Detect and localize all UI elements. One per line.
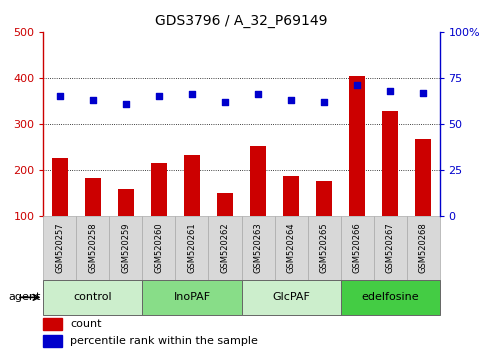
Bar xyxy=(274,216,308,280)
Text: percentile rank within the sample: percentile rank within the sample xyxy=(71,336,258,346)
Bar xyxy=(85,178,101,216)
Text: GSM520264: GSM520264 xyxy=(286,222,296,273)
Bar xyxy=(382,112,398,216)
Point xyxy=(221,99,229,105)
Bar xyxy=(316,181,332,216)
Text: GSM520258: GSM520258 xyxy=(88,222,98,273)
Bar xyxy=(242,216,274,280)
Text: GSM520260: GSM520260 xyxy=(155,222,163,273)
Bar xyxy=(142,280,242,315)
Bar xyxy=(43,216,76,280)
Bar xyxy=(142,216,175,280)
Bar xyxy=(76,216,110,280)
Bar xyxy=(283,176,299,216)
Text: InoPAF: InoPAF xyxy=(173,292,211,302)
Bar xyxy=(242,280,341,315)
Point xyxy=(89,97,97,103)
Bar xyxy=(407,216,440,280)
Text: count: count xyxy=(71,319,102,329)
Text: GSM520257: GSM520257 xyxy=(56,222,64,273)
Text: GSM520265: GSM520265 xyxy=(320,222,328,273)
Bar xyxy=(308,216,341,280)
Title: GDS3796 / A_32_P69149: GDS3796 / A_32_P69149 xyxy=(155,14,328,28)
Point xyxy=(353,82,361,88)
Bar xyxy=(118,189,134,216)
Bar xyxy=(151,163,167,216)
Point xyxy=(287,97,295,103)
Text: GSM520266: GSM520266 xyxy=(353,222,361,273)
Text: GlcPAF: GlcPAF xyxy=(272,292,310,302)
Bar xyxy=(341,216,373,280)
Bar xyxy=(209,216,242,280)
Bar xyxy=(373,216,407,280)
Bar xyxy=(43,335,62,347)
Bar xyxy=(43,318,62,330)
Point xyxy=(386,88,394,93)
Point xyxy=(122,101,130,107)
Bar xyxy=(217,193,233,216)
Bar xyxy=(415,139,431,216)
Bar xyxy=(250,146,266,216)
Bar xyxy=(43,280,142,315)
Text: GSM520263: GSM520263 xyxy=(254,222,262,273)
Point xyxy=(155,93,163,99)
Text: GSM520268: GSM520268 xyxy=(419,222,427,273)
Bar xyxy=(52,159,68,216)
Bar xyxy=(341,280,440,315)
Text: GSM520259: GSM520259 xyxy=(122,223,130,273)
Point xyxy=(320,99,328,105)
Text: GSM520261: GSM520261 xyxy=(187,222,197,273)
Text: GSM520267: GSM520267 xyxy=(385,222,395,273)
Point xyxy=(188,92,196,97)
Text: GSM520262: GSM520262 xyxy=(221,222,229,273)
Point xyxy=(56,93,64,99)
Bar xyxy=(349,76,365,216)
Bar xyxy=(110,216,142,280)
Text: edelfosine: edelfosine xyxy=(361,292,419,302)
Text: agent: agent xyxy=(9,292,41,302)
Bar xyxy=(184,155,200,216)
Bar xyxy=(175,216,209,280)
Point xyxy=(419,90,427,96)
Text: control: control xyxy=(74,292,112,302)
Point xyxy=(254,92,262,97)
